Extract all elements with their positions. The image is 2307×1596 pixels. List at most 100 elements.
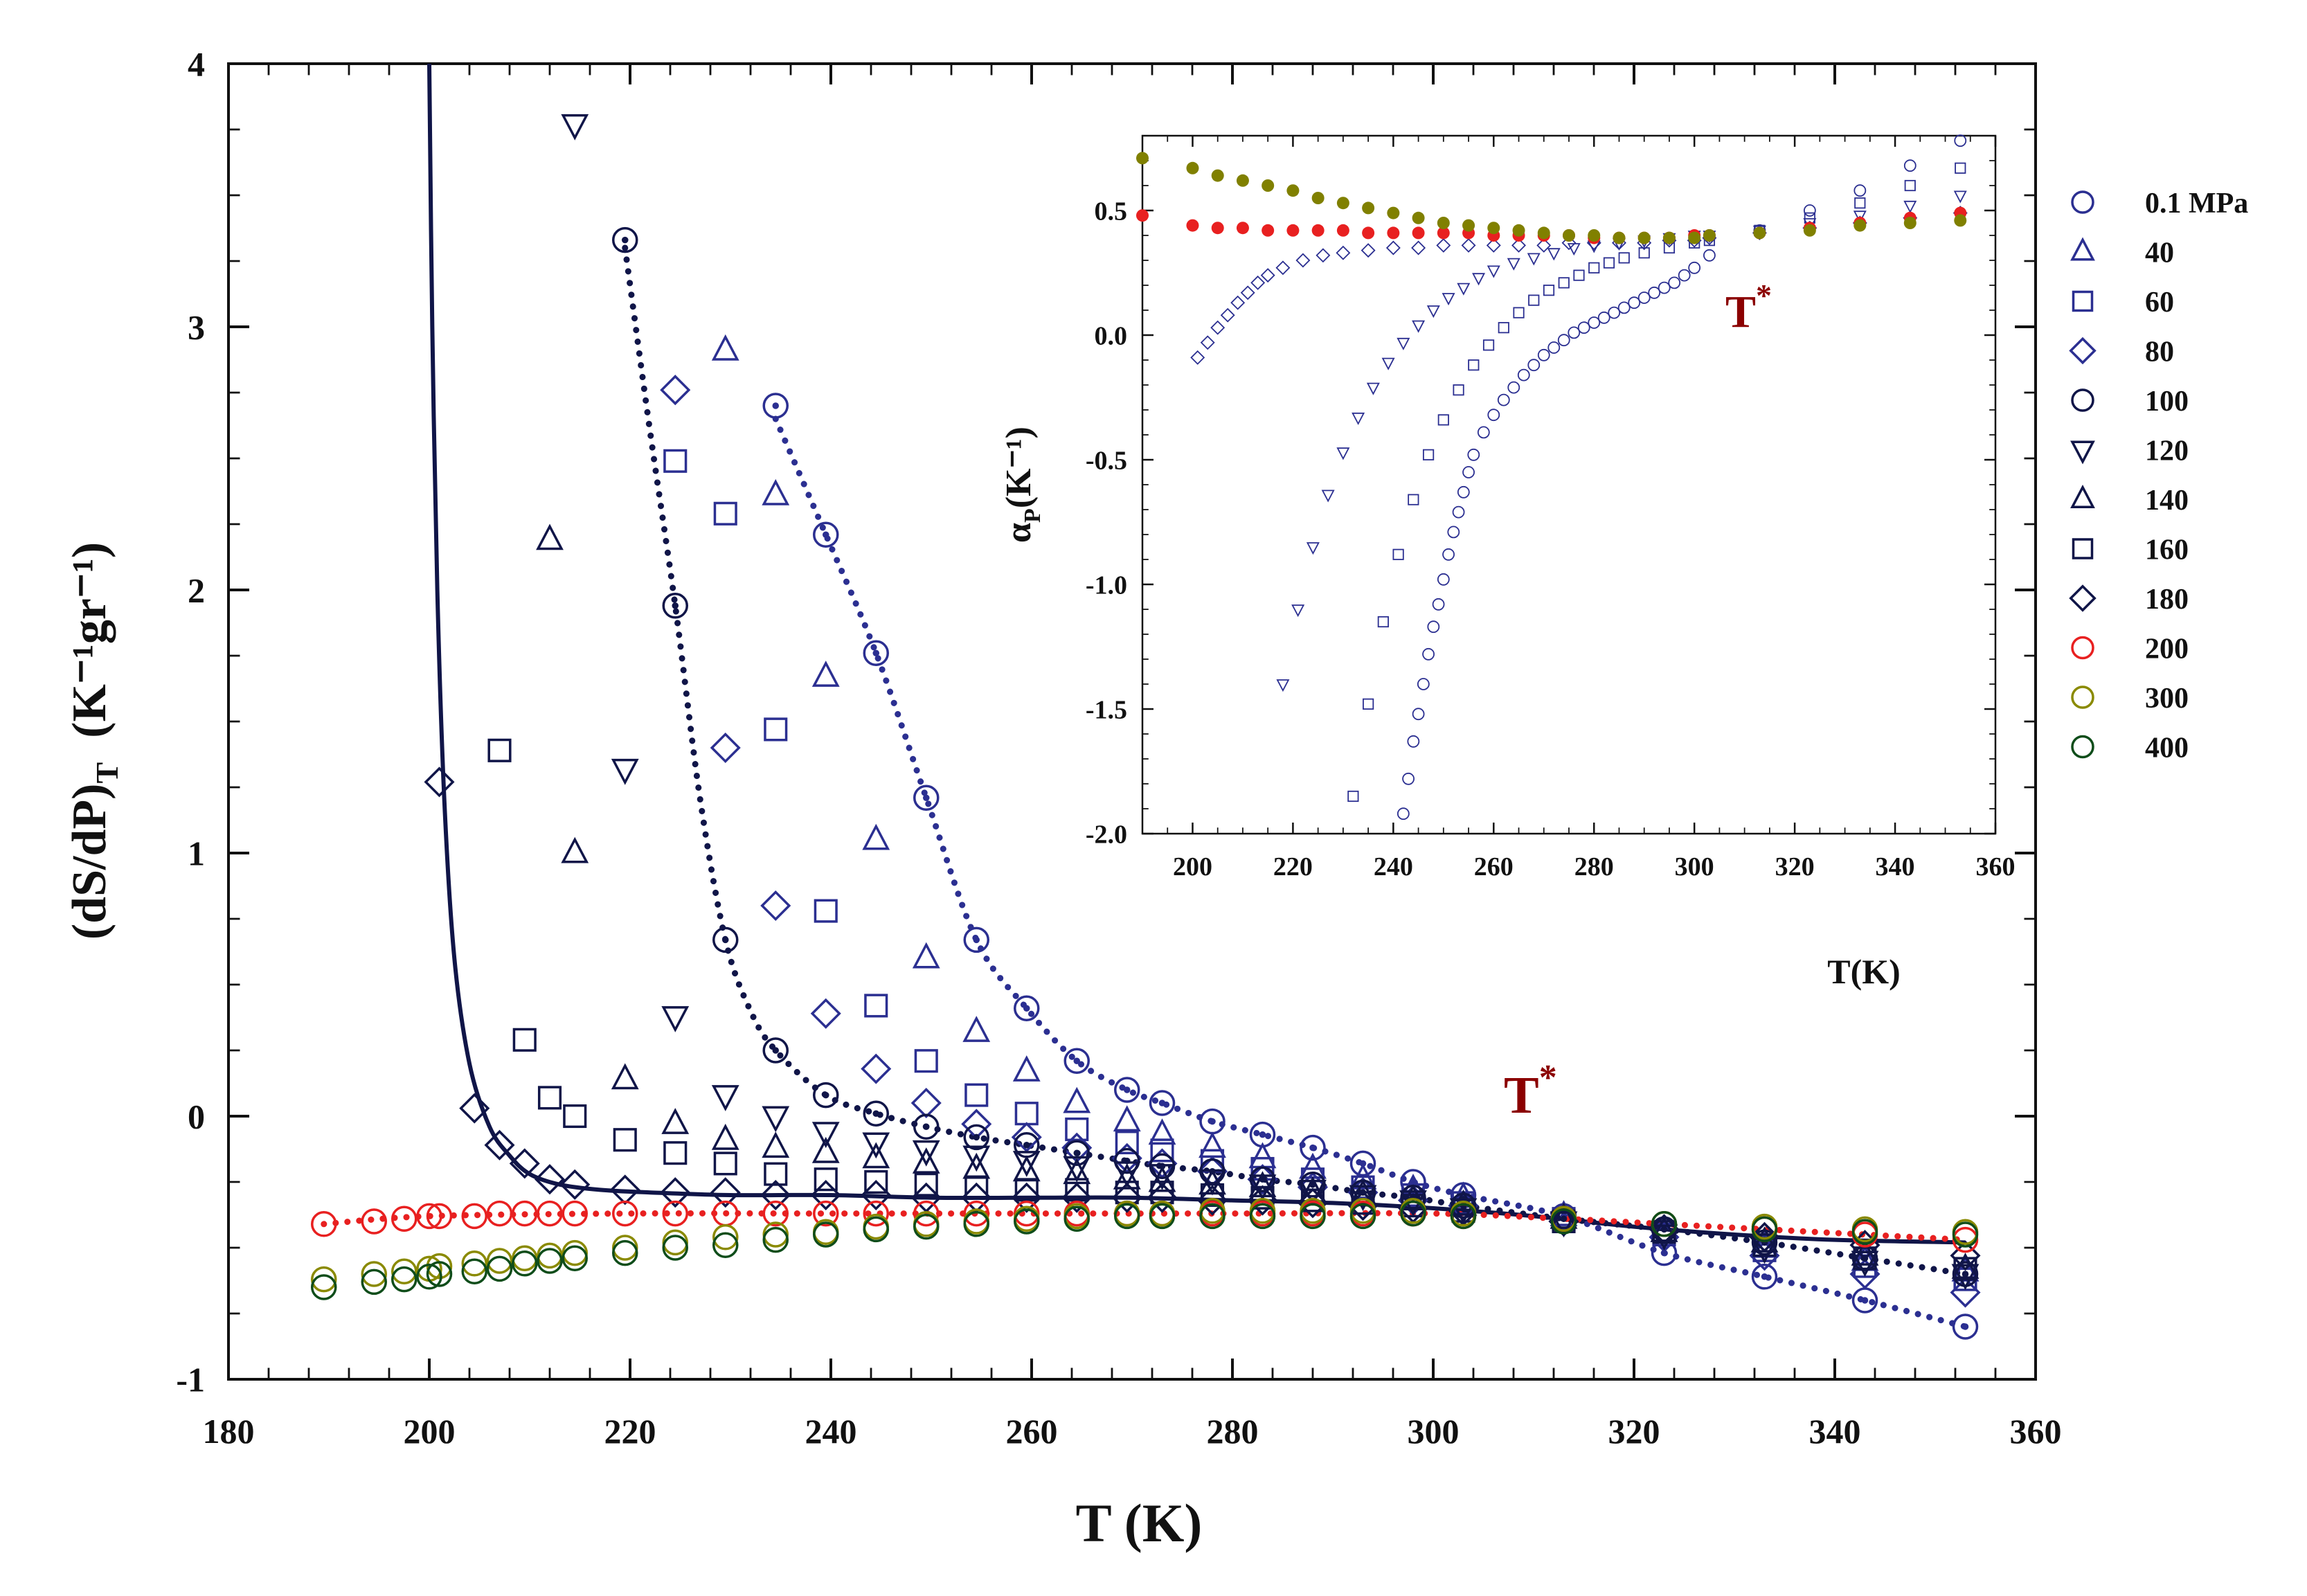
inset-y-axis-label-sub: P [1020, 508, 1045, 523]
point-160 [1200, 1183, 1225, 1208]
point-0-1-mpa [1300, 1134, 1326, 1161]
inset-point-inset-200mpa [1437, 226, 1450, 240]
point-160 [663, 1141, 688, 1165]
point-140 [1113, 1163, 1141, 1190]
inset-point-inset-180mpa [1361, 243, 1376, 258]
inset-point-inset-60mpa [1588, 262, 1600, 274]
inset-point-inset-300mpa [1136, 152, 1149, 165]
inset-point-inset-300mpa [1637, 231, 1651, 244]
inset-point-inset-300mpa [1186, 161, 1199, 174]
legend-entry-200: 200 [2071, 634, 2189, 665]
inset-point-inset-300mpa [1853, 219, 1867, 232]
point-140 [1550, 1202, 1578, 1229]
legend-marker-400 [2071, 735, 2094, 759]
inset-point-inset-60mpa [1392, 548, 1404, 560]
point-60 [914, 1049, 938, 1073]
point-160 [964, 1175, 989, 1199]
point-100 [813, 1082, 839, 1109]
inset-point-inset-180mpa [1436, 237, 1451, 253]
inset-point-inset-120mpa [1442, 293, 1455, 306]
inset-point-inset-200mpa [1136, 209, 1149, 222]
legend-entry-100: 100 [2071, 386, 2189, 418]
inset-point-inset-180mpa [1240, 285, 1255, 301]
point-300 [361, 1261, 387, 1287]
point-140 [1148, 1165, 1176, 1192]
point-200 [913, 1200, 940, 1227]
point-400 [1149, 1203, 1176, 1230]
point-140 [1199, 1168, 1226, 1195]
point-400 [612, 1239, 638, 1266]
point-400 [712, 1232, 739, 1258]
point-0-1-mpa [762, 393, 789, 419]
main-x-tick-label: 240 [805, 1412, 857, 1451]
point-40 [1148, 1118, 1176, 1145]
y-axis-label-sub: T [89, 762, 125, 784]
point-180 [1147, 1182, 1178, 1213]
svg-text:(dS/dP)T (K⁻¹gr⁻¹): (dS/dP)T (K⁻¹gr⁻¹) [63, 542, 125, 940]
point-180 [1196, 1185, 1228, 1216]
inset-point-inset-180mpa [1316, 248, 1331, 263]
inset-point-inset-0-1mpa [1678, 269, 1691, 282]
inset-point-inset-180mpa [1260, 268, 1275, 283]
inset-point-inset-200mpa [1286, 224, 1300, 237]
inset-point-inset-300mpa [1336, 197, 1349, 210]
main-y-tick-label: 2 [188, 571, 205, 610]
point-40 [1063, 1086, 1091, 1113]
legend-label: 400 [2145, 733, 2189, 764]
inset-point-inset-300mpa [1362, 201, 1375, 215]
inset-point-inset-0-1mpa [1412, 708, 1425, 721]
point-400 [311, 1274, 337, 1300]
main-y-tick-label: 4 [188, 45, 205, 84]
legend: 0.1 MPa 40 60 80 100 120 140 160 180 200 300 400 [2069, 188, 2248, 764]
point-400 [913, 1213, 940, 1240]
point-60 [764, 717, 788, 742]
point-180 [424, 766, 455, 798]
legend-entry-180: 180 [2069, 584, 2189, 616]
point-0-1-mpa [1014, 995, 1040, 1021]
point-180 [810, 1179, 841, 1211]
point-120 [862, 1132, 890, 1159]
point-120 [1063, 1156, 1091, 1183]
point-140 [561, 836, 589, 863]
point-400 [486, 1255, 513, 1282]
point-160 [563, 1104, 587, 1129]
point-140 [1399, 1184, 1427, 1211]
point-400 [1651, 1211, 1678, 1237]
inset-point-inset-60mpa [1573, 269, 1585, 281]
point-200 [612, 1200, 638, 1227]
legend-marker-160 [2072, 538, 2094, 559]
inset-point-inset-300mpa [1688, 231, 1701, 244]
point-400 [1550, 1208, 1577, 1235]
point-140 [611, 1063, 639, 1090]
inset-x-tick-label: 260 [1474, 852, 1514, 881]
inset-point-inset-0-1mpa [1637, 292, 1651, 304]
point-0-1-mpa [1063, 1048, 1090, 1074]
point-400 [1450, 1203, 1477, 1230]
inset-point-inset-300mpa [1462, 219, 1475, 232]
legend-entry-0-1-mpa: 0.1 MPa [2071, 188, 2248, 219]
inset-point-inset-120mpa [1291, 604, 1305, 618]
inset-x-tick-label: 360 [1976, 852, 2016, 881]
point-300 [311, 1266, 337, 1293]
inset-point-inset-300mpa [1262, 179, 1275, 192]
point-400 [1014, 1208, 1040, 1235]
inset-point-inset-0-1mpa [1447, 526, 1460, 539]
main-x-tick-label: 300 [1408, 1412, 1460, 1451]
inset-y-tick-label: -1.5 [1086, 695, 1127, 724]
legend-marker-140 [2070, 484, 2095, 508]
inset-point-inset-200mpa [1362, 226, 1375, 240]
inset-point-inset-0-1mpa [1457, 485, 1470, 499]
y-axis-label-main: (dS/dP) [63, 784, 116, 940]
series-0-1-mpa [762, 393, 1979, 1340]
point-100 [913, 1113, 940, 1140]
point-400 [461, 1258, 487, 1284]
inset-point-inset-200mpa [1186, 219, 1199, 232]
point-180 [861, 1179, 892, 1211]
point-200 [416, 1203, 442, 1230]
inset-point-inset-180mpa [1486, 237, 1501, 253]
inset-point-inset-180mpa [1385, 240, 1401, 255]
point-140 [862, 1142, 890, 1169]
inset-point-inset-0-1mpa [1617, 301, 1631, 314]
inset-axis-ticks: 200 220 240 260 280 300 320 340 360 -2.0 -1.5 -1.0 -… [1086, 135, 2016, 881]
main-x-tick-label: 220 [604, 1412, 656, 1451]
